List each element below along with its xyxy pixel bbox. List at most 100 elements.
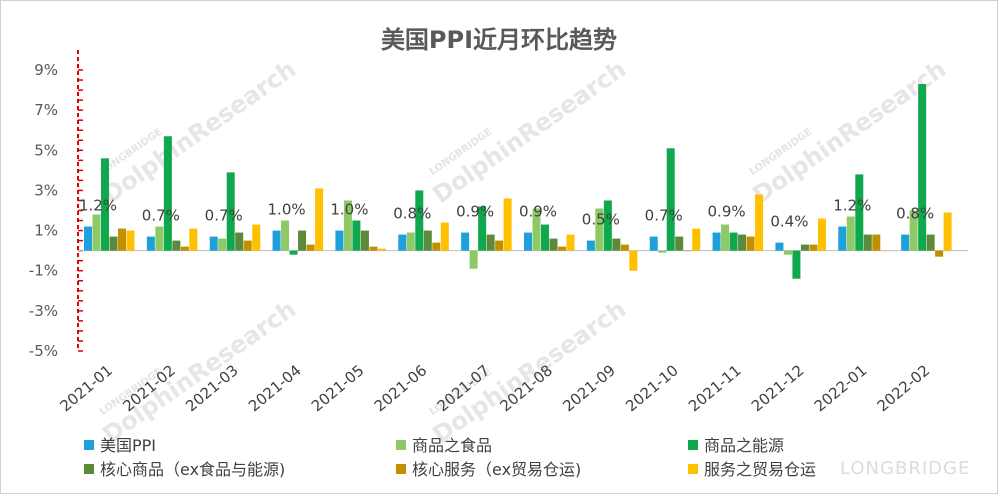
bar-3 — [792, 250, 801, 279]
bar-2 — [909, 210, 918, 251]
bar-1 — [649, 236, 658, 251]
data-label: 0.8% — [393, 205, 431, 223]
x-tick-label: 2021-06 — [371, 361, 431, 415]
bar-3 — [918, 84, 927, 251]
x-tick-label: 2021-12 — [748, 361, 808, 415]
chart-title: 美国PPI近月环比趋势 — [380, 26, 618, 54]
bar-4 — [360, 230, 369, 251]
bar-3 — [352, 220, 361, 251]
bar-1 — [398, 234, 407, 251]
bar-5 — [558, 246, 566, 251]
y-tick-label: 7% — [34, 101, 58, 119]
bar-2 — [155, 226, 164, 251]
y-tick-label: 9% — [34, 61, 58, 79]
bar-2 — [92, 214, 101, 251]
data-label: 1.2% — [79, 197, 117, 215]
y-tick-label: -1% — [29, 262, 58, 280]
svg-text:DolphinResearch: DolphinResearch — [98, 295, 302, 449]
y-tick-label: 3% — [34, 181, 58, 199]
data-label: 0.7% — [142, 207, 180, 225]
bar-6 — [503, 198, 512, 251]
bar-1 — [335, 230, 344, 251]
bar-3 — [101, 158, 109, 251]
bar-6 — [377, 248, 386, 251]
bar-3 — [666, 148, 675, 251]
legend-label: 美国PPI — [100, 436, 157, 455]
bar-4 — [172, 240, 181, 251]
bar-2 — [469, 250, 478, 269]
y-tick-label: 5% — [34, 141, 58, 159]
bar-5 — [746, 236, 755, 251]
bar-5 — [495, 240, 504, 251]
bar-2 — [218, 238, 227, 251]
bar-3 — [415, 190, 424, 251]
x-tick-label: 2021-09 — [559, 361, 619, 415]
bar-1 — [272, 230, 281, 251]
bar-2 — [532, 208, 541, 251]
y-tick-label: 1% — [34, 222, 58, 240]
bar-6 — [252, 224, 261, 251]
bar-4 — [298, 230, 307, 251]
bar-6 — [440, 222, 449, 251]
bar-6 — [692, 228, 701, 251]
bar-1 — [209, 236, 218, 251]
x-tick-label: 2021-10 — [622, 361, 682, 415]
bar-3 — [226, 172, 235, 251]
bar-4 — [109, 236, 118, 251]
x-tick-label: 2022-01 — [811, 361, 871, 415]
bar-5 — [180, 246, 189, 251]
bar-6 — [755, 194, 764, 251]
legend-item: 核心商品（ex食品与能源) — [84, 456, 285, 480]
legend-swatch — [688, 439, 698, 450]
brand-watermark: LONGBRIDGE — [840, 458, 971, 479]
legend-swatch — [84, 463, 94, 474]
bar-5 — [432, 242, 441, 251]
bar-4 — [738, 234, 747, 251]
bar-6 — [817, 218, 826, 251]
bar-5 — [243, 240, 252, 251]
legend-swatch — [84, 439, 94, 450]
x-tick-label: 2021-11 — [685, 361, 745, 415]
bar-4 — [612, 238, 621, 251]
data-label: 0.4% — [770, 213, 808, 231]
bar-2 — [658, 250, 667, 253]
y-tick-label: -5% — [29, 342, 58, 360]
bar-6 — [880, 250, 889, 252]
legend-item: 商品之能源 — [688, 432, 784, 456]
data-label: 0.8% — [896, 205, 934, 223]
bar-6 — [943, 212, 952, 251]
data-label: 1.2% — [833, 197, 871, 215]
legend-label: 核心商品（ex食品与能源) — [100, 460, 286, 479]
bar-1 — [586, 240, 595, 251]
bar-1 — [712, 232, 721, 251]
bar-3 — [541, 224, 549, 251]
bar-1 — [901, 234, 910, 251]
bar-1 — [524, 232, 532, 251]
legend-label: 核心服务（ex贸易仓运) — [412, 460, 582, 479]
data-label: 0.5% — [582, 211, 620, 229]
bar-2 — [343, 200, 352, 251]
y-tick-label: -3% — [29, 302, 58, 320]
legend-item: 商品之食品 — [396, 432, 492, 456]
legend-label: 服务之贸易仓运 — [704, 460, 817, 479]
data-label: 0.9% — [708, 203, 746, 221]
legend-label: 商品之食品 — [412, 436, 493, 455]
bar-1 — [146, 236, 155, 251]
bar-3 — [163, 136, 172, 251]
bar-1 — [461, 232, 470, 251]
bar-5 — [935, 250, 944, 257]
x-tick-label: 2021-04 — [245, 361, 305, 415]
bar-1 — [775, 242, 784, 251]
data-label: 0.7% — [205, 207, 243, 225]
data-label: 0.9% — [519, 203, 557, 221]
bar-4 — [675, 236, 684, 251]
bar-3 — [603, 200, 612, 251]
bar-6 — [629, 250, 638, 271]
bar-4 — [423, 230, 432, 251]
data-label: 0.9% — [456, 203, 494, 221]
legend-item: 美国PPI — [84, 432, 156, 456]
bar-5 — [872, 234, 881, 251]
